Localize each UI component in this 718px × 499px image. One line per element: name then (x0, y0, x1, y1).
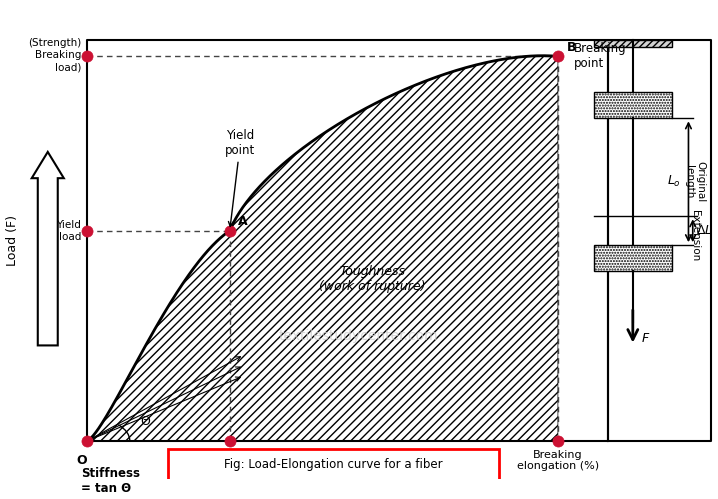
Text: Yield
point: Yield point (225, 129, 256, 227)
Text: Load (F): Load (F) (6, 215, 19, 266)
Text: Yield
elongation (%): Yield elongation (%) (189, 450, 271, 471)
Polygon shape (87, 56, 558, 441)
Text: F: F (641, 332, 648, 345)
Text: Θ: Θ (141, 415, 150, 428)
FancyArrow shape (32, 152, 64, 345)
Text: Breaking
point: Breaking point (574, 42, 626, 70)
Bar (594, 39, 672, 47)
Text: Toughness
(work of rupture): Toughness (work of rupture) (319, 264, 426, 292)
Text: B: B (567, 41, 576, 54)
Text: Original
length: Original length (684, 161, 706, 203)
Text: (Strength)
Breaking
load): (Strength) Breaking load) (28, 38, 81, 73)
FancyBboxPatch shape (167, 449, 499, 480)
Text: Fig: Load-Elongation curve for a fiber: Fig: Load-Elongation curve for a fiber (224, 458, 442, 471)
Text: Yield
load: Yield load (57, 220, 81, 242)
Text: $\Delta L$: $\Delta L$ (696, 224, 712, 237)
Text: Extension: Extension (690, 210, 700, 261)
Text: Breaking
elongation (%): Breaking elongation (%) (517, 450, 599, 471)
Bar (594, 92, 672, 118)
Bar (594, 245, 672, 271)
Text: A: A (238, 216, 248, 229)
Text: $L_o$: $L_o$ (668, 174, 681, 189)
Text: textilestudycenter.com: textilestudycenter.com (279, 329, 438, 343)
Text: Stiffness
= tan Θ: Stiffness = tan Θ (81, 467, 140, 496)
Text: O: O (76, 455, 87, 468)
